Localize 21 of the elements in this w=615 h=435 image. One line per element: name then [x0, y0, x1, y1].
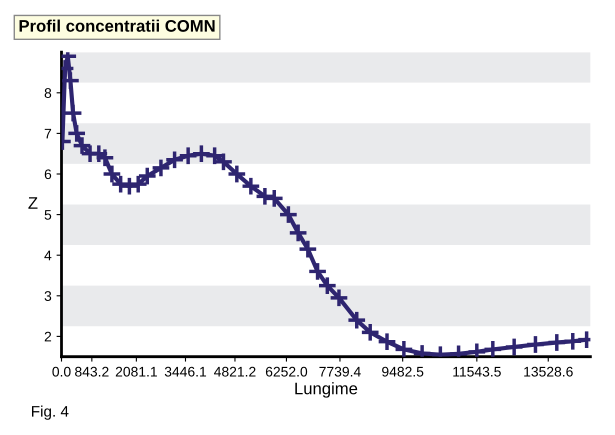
- x-tick-label: 13528.6: [524, 366, 573, 377]
- y-tick-label: 2: [44, 332, 52, 342]
- caption: Fig. 4: [32, 406, 69, 420]
- x-tick-label: 2081.1: [116, 366, 157, 377]
- y-tick-label: 5: [44, 210, 52, 220]
- x-tick-label: 7739.4: [319, 366, 361, 377]
- y-tick-label: 7: [44, 128, 52, 138]
- y-tick-label: 6: [44, 169, 52, 180]
- x-tick-label: 11543.5: [453, 366, 501, 377]
- x-tick-label: 4821.2: [214, 366, 256, 377]
- x-tick-label: 9482.5: [382, 366, 424, 377]
- x-tick-label: 6252.0: [266, 366, 308, 377]
- y-tick-label: 8: [44, 88, 52, 98]
- x-tick-label: 843.2: [75, 366, 109, 377]
- y-tick-label: 3: [44, 291, 52, 301]
- x-tick-label: 3446.1: [164, 366, 206, 377]
- y-axis-title: Z: [28, 197, 38, 209]
- x-tick-label: 0.0: [52, 366, 71, 377]
- x-axis-title: Lungime: [295, 382, 358, 398]
- chart-title: Profil concentratii COMN: [20, 20, 215, 32]
- y-tick-label: 4: [44, 250, 52, 260]
